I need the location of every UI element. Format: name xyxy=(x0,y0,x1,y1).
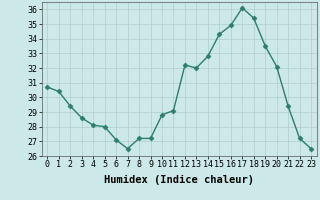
X-axis label: Humidex (Indice chaleur): Humidex (Indice chaleur) xyxy=(104,175,254,185)
